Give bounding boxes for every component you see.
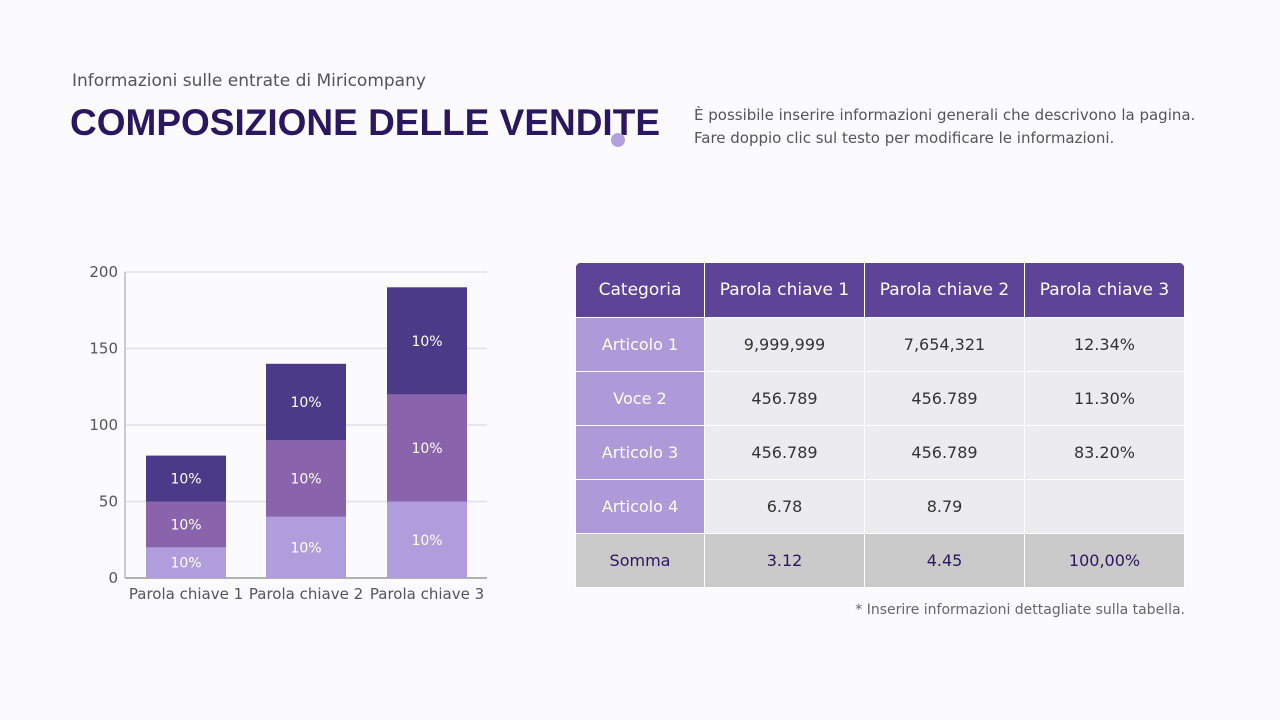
table-cell: 456.789 [864, 425, 1025, 480]
bar-segment [387, 501, 467, 578]
table-cell: 7,654,321 [864, 317, 1025, 372]
row-label: Somma [575, 533, 705, 588]
data-label: 10% [290, 395, 321, 411]
stacked-bar-chart: 0 50 100 150 200 10% 10% 10% Parola chiave 1 10% 1… [89, 263, 487, 603]
bar-segment [266, 516, 346, 578]
table-row: Articolo 3 456.789 456.789 83.20% [575, 425, 1185, 480]
table-cell: 8.79 [864, 479, 1025, 534]
data-label: 10% [411, 334, 442, 350]
data-label: 10% [411, 441, 442, 457]
y-tick-label: 150 [89, 340, 118, 358]
row-label: Articolo 3 [575, 425, 705, 480]
data-label: 10% [170, 472, 201, 488]
x-tick-label: Parola chiave 3 [370, 585, 484, 603]
table-cell: 4.45 [864, 533, 1025, 588]
data-label: 10% [170, 556, 201, 572]
y-tick-label: 50 [99, 493, 118, 511]
bar-segment [146, 547, 226, 578]
y-tick-label: 200 [89, 263, 118, 281]
data-label: 10% [290, 540, 321, 556]
y-tick-label: 100 [89, 416, 118, 434]
y-tick-label: 0 [108, 569, 118, 587]
table-row: Articolo 1 9,999,999 7,654,321 12.34% [575, 317, 1185, 372]
bar-segment [266, 363, 346, 441]
data-label: 10% [170, 517, 201, 533]
x-tick-label: Parola chiave 1 [129, 585, 243, 603]
table-cell: 456.789 [864, 371, 1025, 426]
table-cell: 456.789 [704, 425, 865, 480]
data-label: 10% [290, 472, 321, 488]
table-note: * Inserire informazioni dettagliate sull… [855, 602, 1185, 618]
bar-segment [266, 440, 346, 517]
column-header: Parola chiave 1 [704, 262, 865, 318]
column-header: Parola chiave 2 [864, 262, 1025, 318]
table-cell: 12.34% [1024, 317, 1185, 372]
table-row: Articolo 4 6.78 8.79 [575, 479, 1185, 534]
row-label: Voce 2 [575, 371, 705, 426]
bar-segment [146, 455, 226, 502]
column-header: Parola chiave 3 [1024, 262, 1185, 318]
column-header: Categoria [575, 262, 705, 318]
data-label: 10% [411, 533, 442, 549]
table-row: Voce 2 456.789 456.789 11.30% [575, 371, 1185, 426]
table-cell: 100,00% [1024, 533, 1185, 588]
decorative-dot [611, 133, 625, 147]
table-cell: 9,999,999 [704, 317, 865, 372]
bar-segment [387, 287, 467, 395]
table-cell: 3.12 [704, 533, 865, 588]
bar-segment [146, 501, 226, 548]
table-cell: 6.78 [704, 479, 865, 534]
page-title: COMPOSIZIONE DELLE VENDITE [70, 102, 660, 143]
table-cell: 456.789 [704, 371, 865, 426]
x-tick-label: Parola chiave 2 [249, 585, 363, 603]
table-cell: 83.20% [1024, 425, 1185, 480]
row-label: Articolo 1 [575, 317, 705, 372]
page-description: È possibile inserire informazioni genera… [694, 106, 1196, 147]
sum-row: Somma 3.12 4.45 100,00% [575, 533, 1185, 588]
row-label: Articolo 4 [575, 479, 705, 534]
subtitle: Informazioni sulle entrate di Miricompan… [72, 71, 426, 91]
table-cell: 11.30% [1024, 371, 1185, 426]
bar-segment [387, 394, 467, 502]
table-cell [1024, 479, 1185, 534]
